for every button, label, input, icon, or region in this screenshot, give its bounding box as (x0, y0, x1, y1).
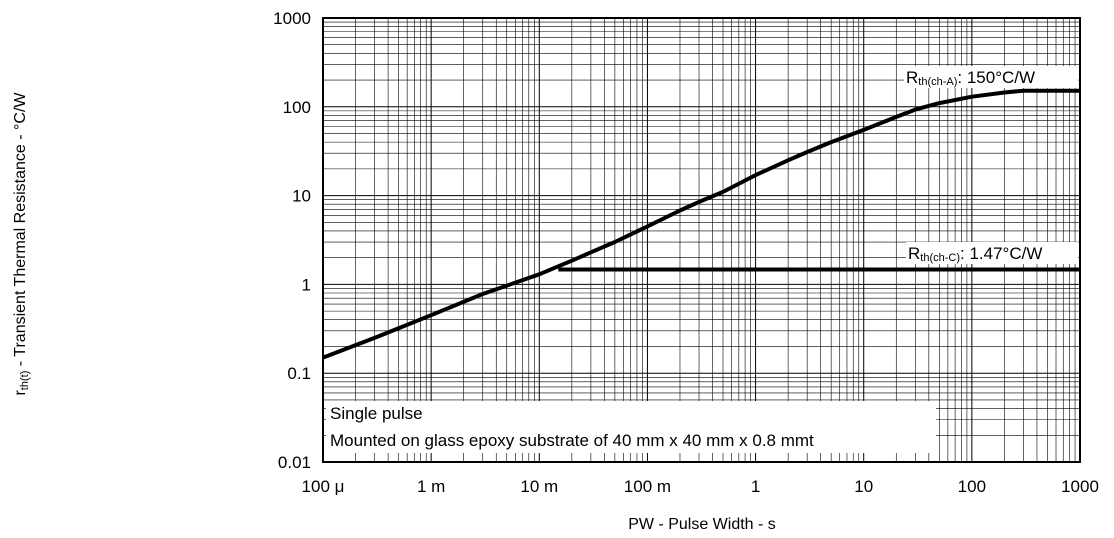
x-tick-label: 100 (958, 477, 986, 496)
x-tick-label: 1000 (1061, 477, 1099, 496)
annotation-rth-ch-c: Rth(ch-C): 1.47°C/W (908, 244, 1042, 264)
y-tick-label: 100 (283, 98, 311, 117)
y-tick-labels: 0.01 0.1 1 10 100 1000 (273, 9, 311, 472)
y-tick-label: 10 (292, 187, 311, 206)
notes-box (326, 401, 936, 453)
note-single-pulse: Single pulse (330, 404, 423, 423)
series-line-rth-ch-a (322, 88, 1080, 360)
plot-frame (322, 17, 1081, 463)
x-tick-label: 10 (854, 477, 873, 496)
x-tick-label: 1 (751, 477, 760, 496)
x-tick-label: 100 m (624, 477, 671, 496)
x-tick-label: 1 m (417, 477, 445, 496)
x-tick-labels: 100 μ 1 m 10 m 100 m 1 10 100 1000 (302, 477, 1099, 496)
annotation-rth-ch-a-bg (904, 66, 1078, 88)
annotation-rth-ch-c-bg (906, 242, 1078, 264)
y-tick-label: 0.1 (287, 364, 311, 383)
x-axis-title: PW - Pulse Width - s (628, 516, 776, 533)
y-tick-label: 1 (302, 275, 311, 294)
x-tick-label: 10 m (520, 477, 558, 496)
y-axis-title: rth(t) - Transient Thermal Resistance - … (12, 92, 31, 396)
y-tick-label: 1000 (273, 9, 311, 28)
y-tick-label: 0.01 (278, 453, 311, 472)
x-tick-label: 100 μ (302, 477, 345, 496)
annotation-rth-ch-a: Rth(ch-A): 150°C/W (906, 68, 1035, 88)
series-layer (322, 88, 1080, 360)
note-mounting: Mounted on glass epoxy substrate of 40 m… (330, 431, 814, 450)
